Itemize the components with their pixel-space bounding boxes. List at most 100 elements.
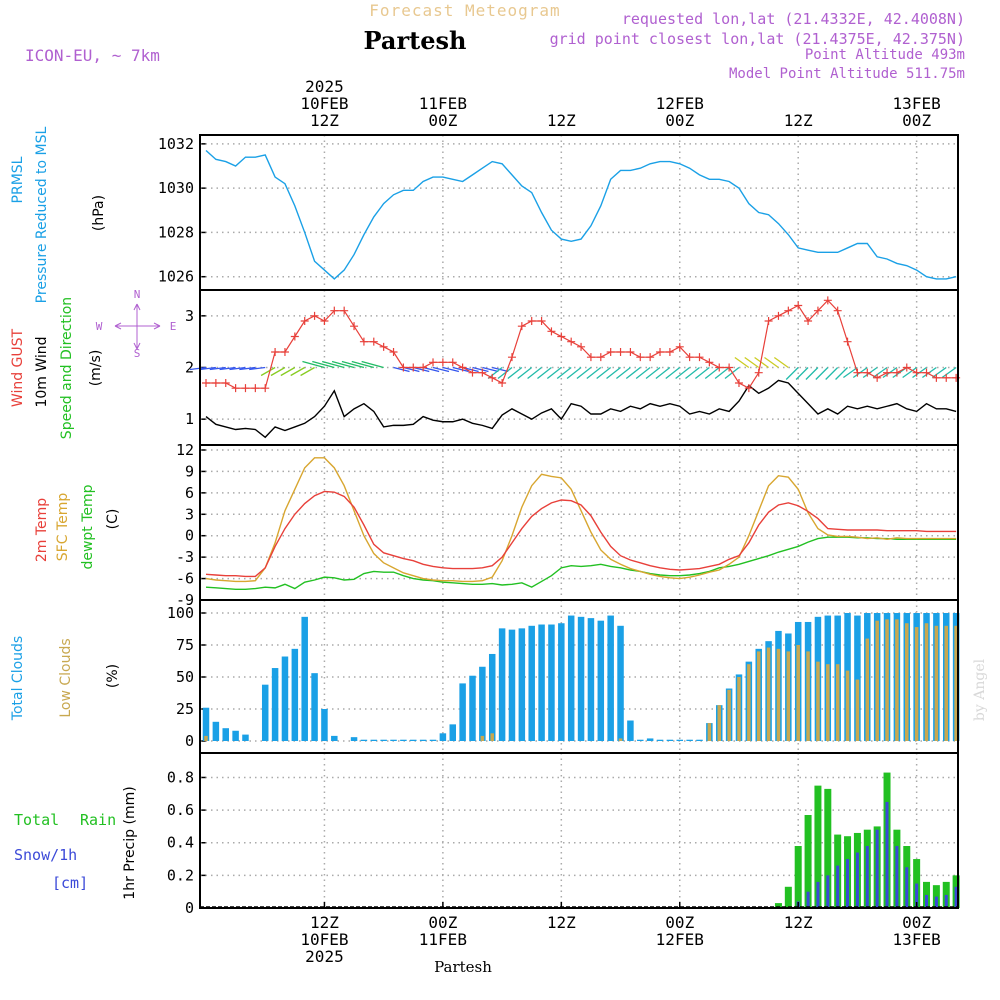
gust-marker — [547, 327, 556, 336]
gust-marker — [468, 368, 477, 377]
wind-direction-arrow — [219, 366, 236, 371]
cloud-label-total: Total Clouds — [10, 636, 26, 721]
gust-marker — [438, 358, 447, 367]
low-cloud-bar — [826, 664, 830, 741]
gust-marker — [823, 296, 832, 305]
temp-tick-label: -6 — [176, 570, 194, 588]
wind-direction-arrow — [229, 366, 246, 371]
precip-label-total: Total — [14, 811, 59, 829]
gust-marker — [221, 379, 230, 387]
wind-direction-arrow — [351, 360, 374, 369]
wind-direction-arrow — [566, 366, 582, 380]
total-cloud-bar — [508, 629, 516, 741]
low-cloud-bar — [845, 670, 850, 741]
wind-direction-arrow — [497, 366, 513, 380]
panel-frame-precip — [199, 752, 959, 909]
low-cloud-bar — [776, 648, 781, 741]
total-cloud-bar — [607, 615, 614, 741]
wind-direction-arrow — [249, 366, 266, 371]
gust-marker — [389, 348, 398, 356]
wind-label-unit: (m/s) — [88, 350, 104, 387]
total-cloud-bar — [242, 734, 249, 741]
panel-frame-temperature — [199, 444, 959, 601]
total-cloud-bar — [548, 624, 555, 741]
wind-tick-label: 3 — [185, 307, 194, 325]
gust-marker — [419, 363, 428, 372]
gust-marker — [577, 342, 586, 351]
low-cloud-bar — [707, 723, 712, 741]
compass-s: S — [134, 347, 141, 360]
temp-label-sfc: SFC Temp — [55, 493, 71, 562]
wind-direction-arrow — [432, 366, 450, 373]
wind-direction-arrow — [556, 366, 572, 380]
low-cloud-bar — [737, 677, 741, 741]
rain-bar — [804, 815, 812, 908]
low-cloud-bar — [204, 735, 208, 741]
compass-arrows — [114, 303, 161, 350]
snow-bar — [836, 865, 840, 908]
credit-watermark: by Angel — [972, 658, 988, 721]
top-time-label: 00Z — [428, 111, 457, 130]
wind-direction-arrow — [694, 366, 710, 380]
low-cloud-bar — [855, 679, 860, 741]
wind-direction-arrow — [462, 366, 479, 373]
wind-direction-arrow — [239, 366, 256, 371]
rain-bar — [784, 886, 792, 908]
total-cloud-bar — [419, 739, 427, 741]
wind-direction-arrow — [507, 366, 523, 380]
total-cloud-bar — [637, 739, 644, 741]
gust-marker — [843, 337, 852, 346]
wind-direction-arrow — [685, 366, 700, 380]
pressure-label-unit: (hPa) — [91, 195, 107, 231]
top-time-label: 12FEB — [656, 94, 704, 113]
total-cloud-bar — [617, 625, 624, 741]
gust-marker — [271, 348, 280, 356]
total-cloud-bar — [646, 738, 654, 741]
wind-direction-arrow — [704, 366, 720, 380]
total-cloud-bar — [686, 739, 693, 741]
total-cloud-bar — [558, 623, 565, 741]
wind-direction-arrow — [270, 366, 286, 377]
total-cloud-bar — [331, 735, 338, 741]
total-cloud-bar — [676, 739, 684, 741]
sfc-temp-line — [205, 457, 957, 583]
wind-speed-line — [205, 379, 957, 439]
total-cloud-bar — [666, 739, 674, 741]
gust-marker — [350, 322, 359, 331]
bottom-time-label: 13FEB — [893, 930, 941, 949]
bottom-time-label: 2025 — [305, 947, 344, 966]
wind-direction-arrow — [764, 356, 779, 369]
low-cloud-bar — [934, 625, 939, 741]
gust-marker — [853, 368, 862, 377]
total-cloud-bar — [301, 616, 308, 741]
low-cloud-bar — [727, 689, 731, 741]
total-cloud-bar — [469, 675, 476, 741]
wind-tick-label: 2 — [185, 359, 194, 377]
wind-direction-arrow — [635, 366, 651, 380]
wind-direction-arrow — [452, 366, 469, 373]
gust-marker — [202, 379, 210, 387]
wind-tick-label: 1 — [185, 410, 194, 428]
total-cloud-bar — [854, 615, 861, 741]
gust-marker — [942, 373, 951, 382]
wind-direction-arrow — [199, 366, 216, 371]
bottom-time-label: 12Z — [547, 913, 576, 932]
gust-marker — [764, 317, 773, 325]
total-cloud-bar — [350, 737, 358, 741]
wind-direction-arrow — [872, 366, 888, 379]
bottom-time-label: 12Z — [784, 913, 813, 932]
chart-title: Forecast Meteogram — [369, 1, 560, 20]
gust-marker — [685, 353, 694, 362]
total-cloud-bar — [261, 684, 269, 741]
gust-marker — [932, 373, 941, 382]
total-cloud-bar — [202, 707, 210, 741]
gust-marker — [290, 332, 299, 341]
bottom-time-label: 10FEB — [300, 930, 348, 949]
pressure-line — [205, 149, 957, 280]
gust-marker — [251, 384, 260, 393]
top-time-label: 11FEB — [419, 94, 467, 113]
wind-direction-arrow — [655, 366, 671, 380]
wind-direction-arrow — [280, 366, 296, 377]
gust-marker — [813, 306, 822, 315]
